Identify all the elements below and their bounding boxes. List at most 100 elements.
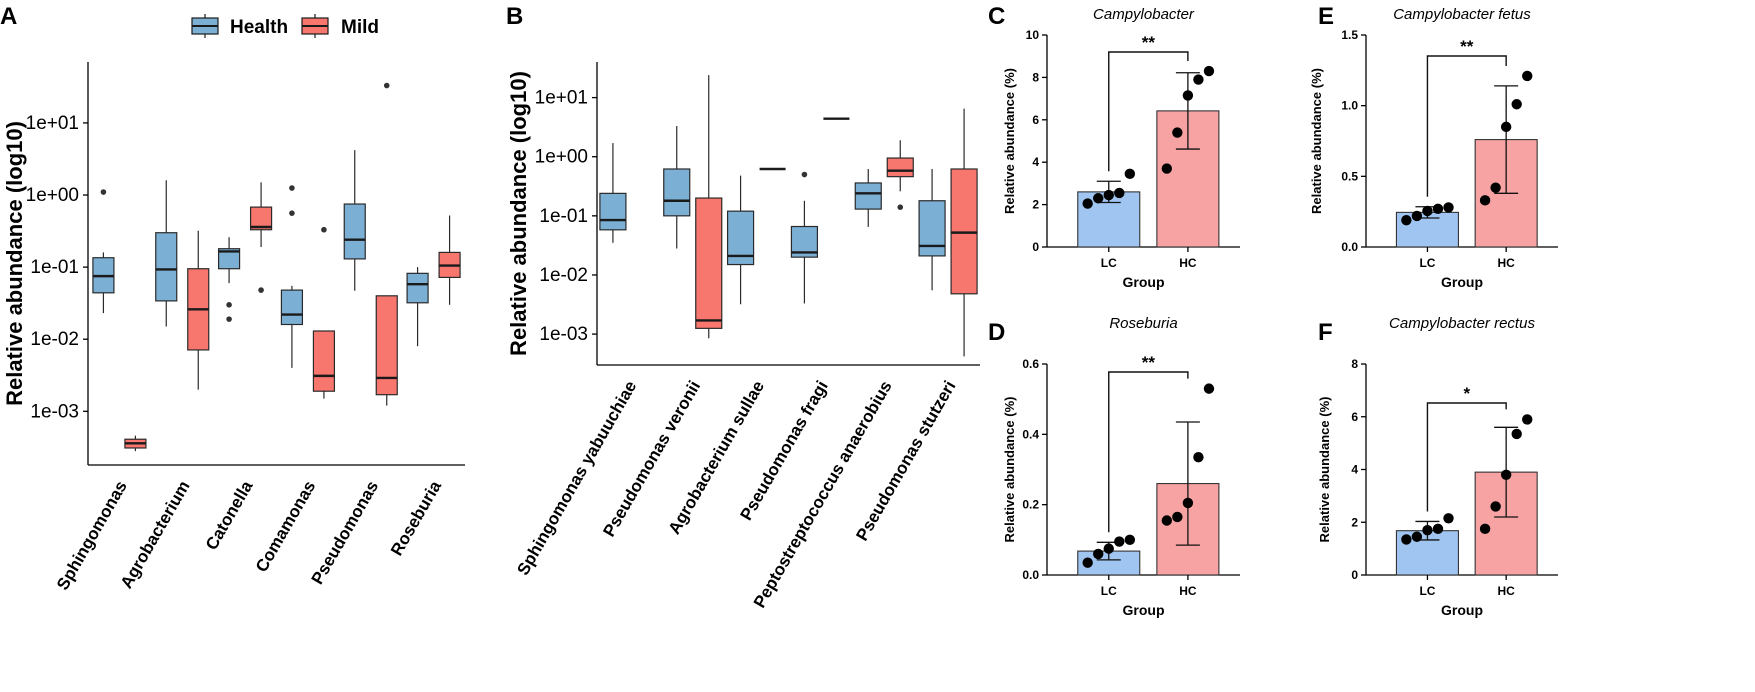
mild-box-peptostreptococcus-anaerobius [886, 157, 914, 178]
mild-box-comamonas-outlier [321, 226, 327, 233]
health-box-pseudomonas [343, 203, 366, 260]
data-point-hc [1182, 90, 1194, 101]
y-axis-title: Relative abundance (%) [1309, 68, 1324, 214]
legend: Health Mild [191, 14, 379, 38]
significance-bracket [1426, 55, 1507, 197]
health-box-pseudomonas-fragi-outlier [801, 171, 808, 178]
x-tick-label-sphingomonas-yabuuchiae: Sphingomonas yabuuchiae [513, 378, 640, 579]
y-tick-label: 0 [1032, 240, 1039, 254]
health-box-catonella-outlier [226, 316, 232, 322]
data-point-hc [1161, 163, 1173, 174]
significance-stars: ** [1142, 353, 1156, 372]
data-point-lc [1443, 513, 1454, 524]
data-point-lc [1422, 524, 1433, 536]
data-point-lc [1124, 534, 1136, 546]
health-box-sphingomonas-outlier [100, 189, 107, 195]
data-point-hc [1511, 428, 1522, 440]
y-axis-title: Relative abundance (%) [1002, 68, 1017, 214]
mild-box-catonella-outlier [258, 287, 264, 293]
chart-title: Campylobacter rectus [1389, 315, 1535, 332]
y-tick-label: 0.0 [1341, 240, 1358, 254]
data-point-lc [1082, 557, 1093, 568]
data-point-hc [1193, 74, 1204, 85]
y-tick-label: 1e-01 [30, 257, 79, 278]
legend-label-mild: Mild [341, 17, 379, 38]
y-tick-label: 4 [1351, 463, 1358, 477]
y-tick-label: 1e+00 [535, 147, 588, 168]
significance-bracket [1108, 51, 1189, 172]
health-box-catonella-outlier [226, 302, 232, 308]
panel-e-bar-chart: Campylobacter fetus 0.0 0.5 1.0 1.5 Relative … [1309, 6, 1558, 290]
chart-title: Roseburia [1109, 315, 1177, 332]
x-tick-label-hc: HC [1497, 584, 1515, 598]
panel-f-bar-chart: Campylobacter rectus 0 2 4 6 8 Relative abunda… [1317, 315, 1558, 618]
data-point-lc [1411, 531, 1423, 542]
panel-d-bar-chart: Roseburia 0.0 0.2 0.4 0.6 Relative abundance … [1002, 315, 1240, 618]
x-tick-label-hc: HC [1179, 584, 1197, 598]
y-tick-label: 0.4 [1022, 427, 1039, 441]
data-point-lc [1114, 187, 1125, 199]
x-tick-label-catonella: Catonella [202, 477, 257, 553]
x-axis-title: Group [1123, 602, 1165, 618]
data-point-lc [1082, 198, 1093, 209]
data-point-lc [1411, 210, 1423, 222]
mild-box-peptostreptococcus-anaerobius-outlier [897, 204, 904, 211]
health-box-comamonas-outlier [289, 185, 295, 191]
significance-bracket [1108, 371, 1189, 533]
mild-box-pseudomonas-outlier [383, 82, 390, 89]
panel-label-c: C [988, 3, 1005, 30]
data-point-hc [1479, 195, 1491, 206]
x-axis-title: Group [1441, 274, 1483, 290]
data-point-hc [1490, 501, 1501, 512]
panel-label-a: A [0, 3, 17, 30]
mild-box-pseudomonas [375, 295, 398, 396]
data-point-lc [1401, 534, 1412, 545]
health-box-comamonas [280, 289, 304, 326]
y-tick-label: 8 [1032, 70, 1039, 84]
health-box-catonella [217, 248, 241, 270]
data-point-lc [1103, 189, 1114, 201]
y-tick-label: 10 [1026, 28, 1040, 42]
significance-stars: ** [1142, 33, 1156, 52]
panel-c-bar-chart: Campylobacter 0 2 4 6 8 10 Relative abundance (… [1002, 6, 1240, 290]
x-tick-label-lc: LC [1101, 584, 1117, 598]
data-point-lc [1103, 543, 1114, 554]
data-point-hc [1172, 127, 1183, 138]
data-point-lc [1422, 205, 1433, 217]
y-tick-label: 6 [1351, 410, 1358, 424]
x-tick-label-comamonas: Comamonas [252, 478, 319, 576]
y-tick-label: 1e+00 [26, 185, 79, 206]
data-point-hc [1511, 99, 1522, 110]
y-tick-label: 0.0 [1022, 568, 1039, 582]
mild-box-comamonas [312, 330, 336, 392]
data-point-lc [1093, 193, 1104, 204]
y-axis-title: Relative abundance (%) [1002, 397, 1017, 543]
data-point-hc [1479, 523, 1491, 535]
health-box-sphingomonas-yabuuchiae [599, 192, 627, 231]
x-axis-title: Group [1441, 602, 1483, 618]
y-tick-label: 1.0 [1341, 99, 1358, 113]
y-tick-label: 0.6 [1022, 357, 1039, 371]
y-tick-label: 1e-02 [30, 329, 79, 350]
x-tick-label-roseburia: Roseburia [387, 477, 445, 559]
health-box-agrobacterium [155, 232, 178, 302]
y-axis-title: Relative abundance (%) [1317, 397, 1332, 543]
y-tick-label: 1.5 [1341, 28, 1358, 42]
legend-swatch-mild [301, 14, 329, 38]
data-point-hc [1203, 65, 1215, 77]
y-tick-label: 0.5 [1341, 169, 1358, 183]
data-point-lc [1432, 523, 1444, 535]
mild-box-pseudomonas-stutzeri [950, 168, 978, 295]
x-tick-label-lc: LC [1101, 256, 1117, 270]
legend-label-health: Health [230, 17, 288, 38]
y-tick-label: 1e-03 [30, 401, 79, 422]
y-tick-label: 4 [1032, 155, 1039, 169]
x-tick-label-lc: LC [1419, 584, 1435, 598]
x-tick-label-sphingomonas: Sphingomonas [53, 478, 131, 594]
data-point-lc [1443, 202, 1454, 213]
chart-title: Campylobacter [1093, 6, 1195, 23]
health-box-peptostreptococcus-anaerobius [854, 182, 882, 210]
